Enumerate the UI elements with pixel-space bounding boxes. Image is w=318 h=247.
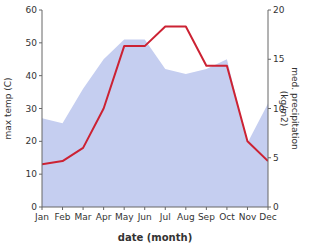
x-tick-label: Jul	[159, 212, 171, 222]
y2-axis-label: med. precipitation(kg/m2)	[279, 67, 300, 149]
y-tick-label: 0	[31, 202, 37, 212]
y-tick-label: 50	[26, 38, 38, 48]
x-tick	[83, 207, 84, 210]
y-tick	[39, 10, 42, 11]
y-axis-label: max temp (C)	[3, 77, 13, 139]
x-tick	[62, 207, 63, 210]
x-tick-label: Mar	[75, 212, 92, 222]
x-tick	[124, 207, 125, 210]
precipitation-area	[42, 40, 268, 207]
x-tick	[144, 207, 145, 210]
y2-tick-label: 20	[273, 5, 285, 15]
x-tick	[185, 207, 186, 210]
y2-tick	[268, 157, 271, 158]
chart: JanFebMarAprMayJunJulAugSepOctNovDec0102…	[0, 0, 318, 247]
y-tick	[39, 108, 42, 109]
y2-tick	[268, 10, 271, 11]
y-tick	[39, 207, 42, 208]
x-tick	[103, 207, 104, 210]
x-tick-label: Dec	[259, 212, 276, 222]
y-tick	[39, 174, 42, 175]
x-tick-label: Sep	[198, 212, 215, 222]
y2-axis-label-line: (kg/m2)	[279, 91, 289, 126]
x-tick-label: Feb	[55, 212, 71, 222]
y2-tick	[268, 207, 271, 208]
y2-tick-label: 5	[273, 153, 279, 163]
x-tick-label: Aug	[177, 212, 195, 222]
x-tick-label: May	[115, 212, 134, 222]
x-tick	[165, 207, 166, 210]
x-tick-label: Jun	[137, 212, 152, 222]
x-tick	[206, 207, 207, 210]
y-tick-label: 10	[26, 169, 38, 179]
y2-tick	[268, 108, 271, 109]
y-tick-label: 20	[26, 136, 38, 146]
y2-axis-label-line: med. precipitation	[290, 67, 300, 149]
y2-tick	[268, 59, 271, 60]
temperature-line	[42, 26, 268, 164]
x-tick-label: Apr	[96, 212, 112, 222]
x-tick	[247, 207, 248, 210]
y-tick	[39, 42, 42, 43]
y-tick	[39, 75, 42, 76]
y-tick-label: 30	[26, 104, 38, 114]
plot-area	[42, 26, 268, 207]
x-axis-label: date (month)	[118, 232, 192, 243]
x-axis-line	[42, 207, 268, 208]
y-tick-label: 60	[26, 5, 38, 15]
y-tick	[39, 141, 42, 142]
x-tick-label: Jan	[34, 212, 49, 222]
x-tick	[226, 207, 227, 210]
x-tick-label: Oct	[219, 212, 235, 222]
chart-container: JanFebMarAprMayJunJulAugSepOctNovDec0102…	[0, 0, 318, 247]
y2-tick-label: 15	[273, 54, 284, 64]
y2-tick-label: 0	[273, 202, 279, 212]
y-tick-label: 40	[26, 71, 38, 81]
x-tick-label: Nov	[239, 212, 257, 222]
